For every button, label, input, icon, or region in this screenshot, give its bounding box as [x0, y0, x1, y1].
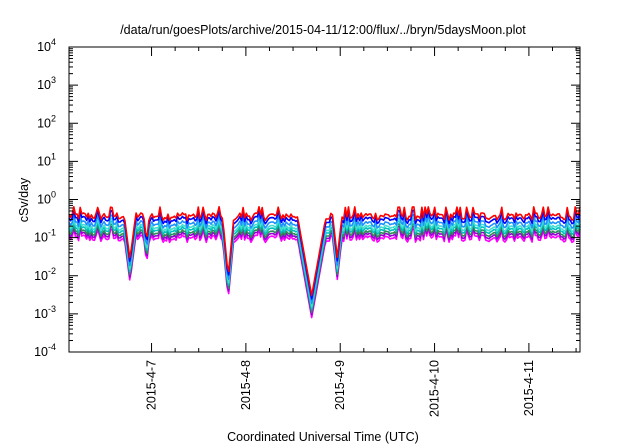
- y-axis-label: cSv/day: [17, 177, 31, 222]
- y-tick-label: 10-3: [34, 304, 56, 321]
- y-tick-label: 10-2: [34, 266, 56, 283]
- y-tick-label: 103: [37, 75, 56, 92]
- x-tick-label: 2015-4-11: [522, 360, 536, 416]
- series-line: [68, 206, 581, 297]
- y-tick-label: 10-1: [34, 228, 56, 245]
- plot-frame: [68, 46, 581, 353]
- axes-layer: 10-4 10-3 10-2 10-1 100 101 102 103 104 2015-4-7 2…: [34, 37, 580, 417]
- y-tick-label: 101: [37, 151, 56, 168]
- y-tick-label: 104: [37, 37, 56, 54]
- y-tick-label: 102: [37, 113, 56, 130]
- x-tick-label: 2015-4-10: [428, 360, 442, 417]
- chart-title: /data/run/goesPlots/archive/2015-04-11/1…: [120, 23, 526, 37]
- y-tick-label: 10-4: [34, 342, 56, 359]
- x-tick-label: 2015-4-8: [239, 360, 253, 410]
- y-tick-label: 100: [37, 190, 56, 207]
- x-axis-label: Coordinated Universal Time (UTC): [227, 430, 419, 444]
- x-tick-label: 2015-4-7: [145, 360, 159, 410]
- series-layer: [68, 206, 581, 319]
- x-tick-label: 2015-4-9: [333, 360, 347, 410]
